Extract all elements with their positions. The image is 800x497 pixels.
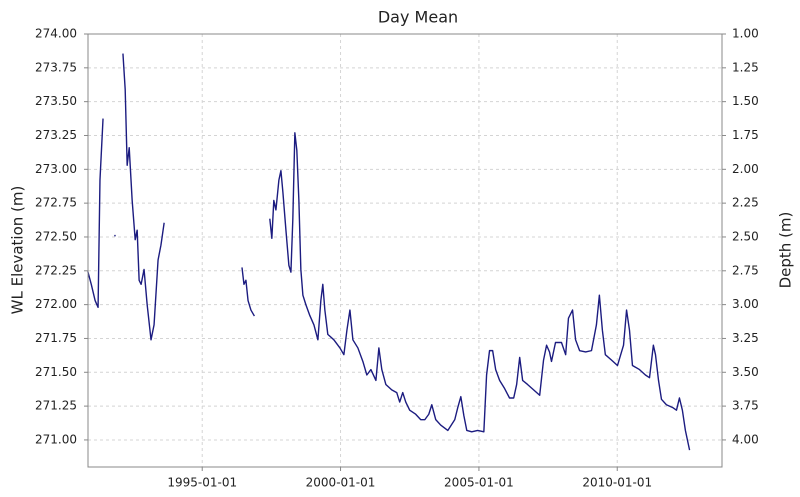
chart-title: Day Mean — [378, 8, 458, 27]
plot — [87, 53, 691, 451]
data-line — [87, 53, 691, 451]
y-tick-label: 272.25 — [35, 263, 77, 277]
y-tick-label: 271.25 — [35, 399, 77, 413]
y-tick-label: 274.00 — [35, 27, 77, 41]
y2-tick-label: 2.50 — [732, 229, 759, 243]
y2-tick-label: 4.00 — [732, 432, 759, 446]
y-axis-title: WL Elevation (m) — [9, 186, 27, 315]
y2-tick-label: 2.25 — [732, 196, 759, 210]
y2-tick-label: 3.00 — [732, 297, 759, 311]
y2-tick-label: 1.75 — [732, 128, 759, 142]
y2-tick-label: 2.00 — [732, 162, 759, 176]
y-tick-label: 271.50 — [35, 365, 77, 379]
x-tick-label: 2005-01-01 — [444, 476, 514, 490]
y2-tick-label: 1.00 — [732, 27, 759, 41]
y2-tick-label: 1.50 — [732, 94, 759, 108]
y-tick-label: 273.25 — [35, 128, 77, 142]
y2-tick-label: 3.25 — [732, 331, 759, 345]
y-tick-label: 271.00 — [35, 432, 77, 446]
y2-tick-label: 1.25 — [732, 60, 759, 74]
x-tick-label: 2000-01-01 — [306, 476, 376, 490]
y2-tick-label: 3.75 — [732, 399, 759, 413]
y-tick-label: 273.00 — [35, 162, 77, 176]
y2-tick-label: 2.75 — [732, 263, 759, 277]
x-tick-label: 2010-01-01 — [582, 476, 652, 490]
y-tick-label: 271.75 — [35, 331, 77, 345]
y-tick-label: 273.50 — [35, 94, 77, 108]
y-tick-label: 272.50 — [35, 229, 77, 243]
y-tick-label: 272.00 — [35, 297, 77, 311]
y-tick-label: 273.75 — [35, 60, 77, 74]
plot-frame — [87, 33, 723, 468]
y-tick-label: 272.75 — [35, 196, 77, 210]
y2-axis-title: Depth (m) — [777, 212, 795, 289]
y2-tick-label: 3.50 — [732, 365, 759, 379]
grid — [88, 33, 722, 467]
x-tick-label: 1995-01-01 — [167, 476, 237, 490]
